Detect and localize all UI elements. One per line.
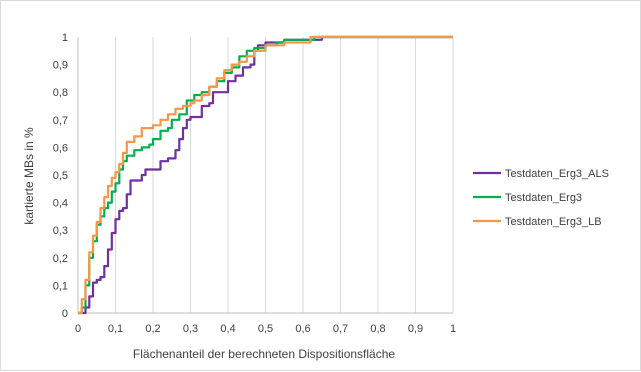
tick-labels: 0 0,1 0,2 0,3 0,4 0,5 0,6 0,7 0,8 0,9 1 0 0,1 0,2 0,3 0… bbox=[53, 32, 456, 335]
y-tick-label: 1 bbox=[62, 32, 68, 44]
x-tick-label: 0,2 bbox=[145, 323, 160, 335]
y-tick-label: 0,6 bbox=[53, 142, 68, 154]
x-tick-label: 0,8 bbox=[370, 323, 385, 335]
y-tick-label: 0,3 bbox=[53, 225, 68, 237]
series-line-0 bbox=[78, 35, 453, 315]
x-tick-label: 0,6 bbox=[295, 323, 310, 335]
legend: Testdaten_Erg3_ALS Testdaten_Erg3 Testdate… bbox=[473, 168, 609, 228]
legend-label: Testdaten_Erg3_LB bbox=[505, 216, 602, 228]
y-tick-label: 0,9 bbox=[53, 60, 68, 72]
data-series bbox=[78, 35, 453, 315]
x-tick-label: 0,3 bbox=[183, 323, 198, 335]
x-tick-label: 1 bbox=[450, 323, 456, 335]
x-axis-title: Flächenanteil der berechneten Dispositio… bbox=[133, 347, 395, 361]
y-tick-label: 0,4 bbox=[53, 198, 68, 210]
y-tick-label: 0 bbox=[62, 308, 68, 320]
x-tick-label: 0,5 bbox=[258, 323, 273, 335]
x-tick-label: 0 bbox=[75, 323, 81, 335]
axes bbox=[77, 37, 453, 314]
y-tick-label: 0,7 bbox=[53, 115, 68, 127]
y-axis-title: kartierte MBs in % bbox=[22, 127, 36, 225]
y-tick-label: 0,1 bbox=[53, 280, 68, 292]
y-tick-label: 0,2 bbox=[53, 253, 68, 265]
y-tick-label: 0,8 bbox=[53, 87, 68, 99]
legend-label: Testdaten_Erg3 bbox=[505, 192, 582, 204]
legend-label: Testdaten_Erg3_ALS bbox=[505, 168, 609, 180]
x-tick-label: 0,7 bbox=[333, 323, 348, 335]
gridlines bbox=[115, 37, 454, 313]
x-tick-label: 0,9 bbox=[408, 323, 423, 335]
y-tick-label: 0,5 bbox=[53, 170, 68, 182]
series-line-2 bbox=[78, 35, 453, 315]
x-tick-label: 0,1 bbox=[108, 323, 123, 335]
x-tick-label: 0,4 bbox=[220, 323, 235, 335]
